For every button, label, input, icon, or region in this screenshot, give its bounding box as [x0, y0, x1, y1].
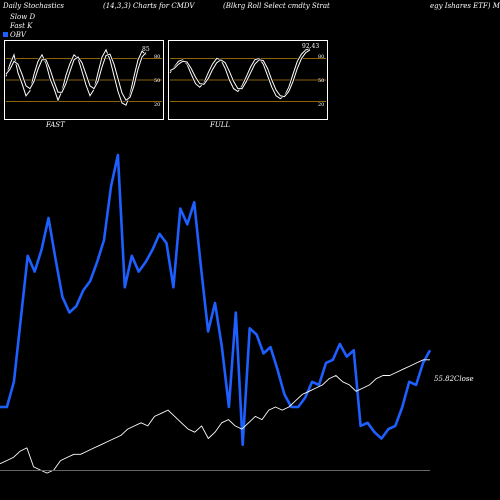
fast-level-50: 50: [154, 78, 160, 84]
full-panel: 92.43 80 50 20: [168, 40, 328, 120]
price-label: 55.82Close: [434, 375, 474, 383]
legend-label-fast-k: Fast K: [10, 22, 33, 30]
fast-series-line-1: [5, 52, 147, 101]
header-title-left: Daily Stochastics: [3, 2, 65, 10]
legend-swatch-obv: [3, 32, 8, 37]
full-series-line-1: [169, 49, 311, 98]
legend-item-obv: OBV: [3, 31, 35, 40]
legend-label-slow-d: Slow D: [10, 13, 36, 21]
legend-label-obv: OBV: [10, 31, 26, 39]
legend-item-fast-k: Fast K: [3, 22, 35, 31]
fast-value-label: 85: [142, 46, 150, 53]
fast-panel-label: FAST: [46, 121, 65, 129]
price-line: [0, 359, 430, 474]
full-level-20: 20: [318, 102, 324, 108]
full-panel-label: FULL: [210, 121, 231, 129]
legend-swatch-fast-k: [3, 23, 8, 28]
full-value-label: 92.43: [302, 43, 319, 50]
obv-line: [0, 153, 432, 447]
fast-level-20: 20: [154, 102, 160, 108]
legend-item-slow-d: Slow D: [3, 13, 35, 22]
legend: Slow D Fast K OBV: [3, 13, 35, 40]
fast-level-80: 80: [154, 54, 160, 60]
header-name-part2: egy Ishares ETF) Munafa: [430, 2, 500, 10]
header-params: (14,3,3) Charts for CMDV: [103, 2, 195, 10]
fast-panel: 85 80 50 20: [4, 40, 164, 120]
header-name-part1: (Blkrg Roll Select cmdty Strat: [223, 2, 330, 10]
full-level-80: 80: [318, 54, 324, 60]
legend-swatch-slow-d: [3, 14, 8, 19]
full-level-50: 50: [318, 78, 324, 84]
fast-series-line-0: [5, 48, 147, 106]
